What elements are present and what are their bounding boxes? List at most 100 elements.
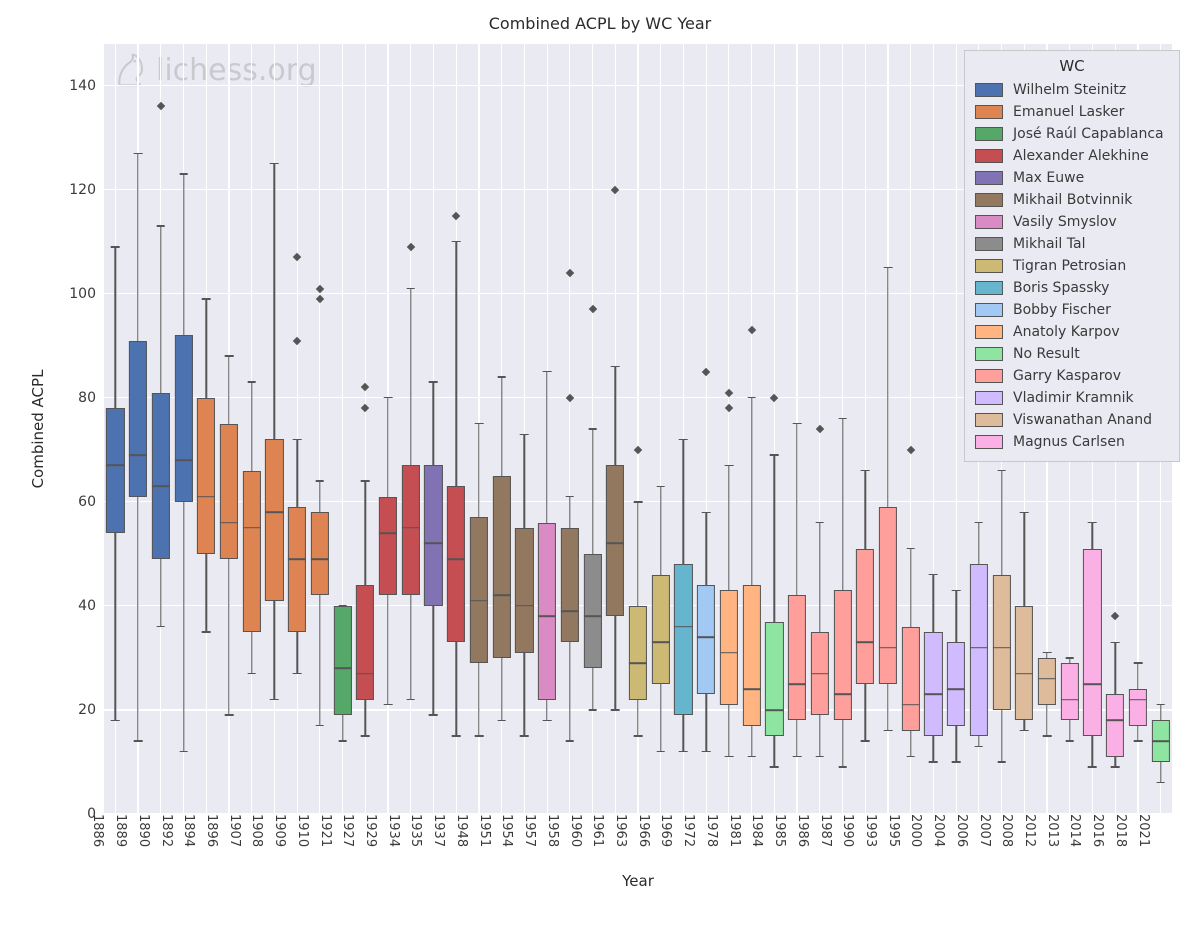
boxplot-1909	[286, 44, 309, 814]
x-tick-label: 2013	[1045, 814, 1066, 847]
legend-swatch	[975, 83, 1003, 97]
legend-item: Tigran Petrosian	[975, 255, 1169, 277]
x-tick-label: 1886	[90, 814, 111, 847]
legend-item: Boris Spassky	[975, 277, 1169, 299]
x-tick-label: 1894	[181, 814, 202, 847]
x-tick-label: 2008	[999, 814, 1020, 847]
x-tick-label: 1921	[318, 814, 339, 847]
x-tick-label: 1937	[431, 814, 452, 847]
legend-swatch	[975, 413, 1003, 427]
legend-label: No Result	[1013, 346, 1080, 362]
legend-label: Vasily Smyslov	[1013, 214, 1117, 230]
x-tick-label: 1909	[272, 814, 293, 847]
x-tick-label: 2004	[931, 814, 952, 847]
x-tick-label: 1969	[658, 814, 679, 847]
boxplot-1972	[695, 44, 718, 814]
boxplot-1993	[877, 44, 900, 814]
x-tick-label: 1907	[227, 814, 248, 847]
legend-swatch	[975, 149, 1003, 163]
boxplot-1927	[354, 44, 377, 814]
x-tick-label: 1958	[545, 814, 566, 847]
y-axis-label: Combined ACPL	[29, 370, 47, 489]
x-tick-label: 2016	[1090, 814, 1111, 847]
outlier	[407, 243, 415, 251]
boxplot-1995	[899, 44, 922, 814]
outlier	[316, 284, 324, 292]
x-tick-label: 1984	[749, 814, 770, 847]
legend-item: Viswanathan Anand	[975, 409, 1169, 431]
legend-item: Vasily Smyslov	[975, 211, 1169, 233]
x-tick-label: 1929	[363, 814, 384, 847]
boxplot-1935	[422, 44, 445, 814]
boxplot-1886	[104, 44, 127, 814]
legend-swatch	[975, 391, 1003, 405]
legend-swatch	[975, 171, 1003, 185]
boxplot-1957	[536, 44, 559, 814]
outlier	[770, 394, 778, 402]
legend-label: Vladimir Kramnik	[1013, 390, 1134, 406]
legend-items: Wilhelm SteinitzEmanuel LaskerJosé Raúl …	[975, 79, 1169, 453]
legend-item: Magnus Carlsen	[975, 431, 1169, 453]
legend-swatch	[975, 281, 1003, 295]
outlier	[816, 425, 824, 433]
boxplot-1929	[377, 44, 400, 814]
x-tick-label: 1978	[704, 814, 725, 847]
outlier	[725, 388, 733, 396]
boxplot-1987	[831, 44, 854, 814]
boxplot-1937	[445, 44, 468, 814]
x-tick-label: 1986	[795, 814, 816, 847]
x-tick-label: 1985	[772, 814, 793, 847]
legend-swatch	[975, 105, 1003, 119]
boxplot-1978	[718, 44, 741, 814]
legend-item: Anatoly Karpov	[975, 321, 1169, 343]
legend-swatch	[975, 369, 1003, 383]
x-tick-label: 1993	[863, 814, 884, 847]
x-tick-label: 1892	[159, 814, 180, 847]
outlier	[702, 368, 710, 376]
outlier	[361, 404, 369, 412]
outlier	[566, 269, 574, 277]
y-tick-label: 120	[69, 182, 104, 198]
boxplot-1961	[604, 44, 627, 814]
outlier	[588, 305, 596, 313]
legend-item: No Result	[975, 343, 1169, 365]
boxplot-1921	[331, 44, 354, 814]
boxplot-1981	[740, 44, 763, 814]
legend-label: Mikhail Tal	[1013, 236, 1085, 252]
legend-item: Mikhail Botvinnik	[975, 189, 1169, 211]
legend-item: Max Euwe	[975, 167, 1169, 189]
x-tick-label: 2018	[1113, 814, 1134, 847]
legend-swatch	[975, 237, 1003, 251]
x-tick-label: 1908	[249, 814, 270, 847]
x-tick-label: 1934	[386, 814, 407, 847]
boxplot-1958	[558, 44, 581, 814]
y-tick-label: 100	[69, 286, 104, 302]
x-tick-label: 1889	[113, 814, 134, 847]
x-tick-label: 1957	[522, 814, 543, 847]
legend-label: Mikhail Botvinnik	[1013, 192, 1132, 208]
legend-label: Boris Spassky	[1013, 280, 1109, 296]
legend-label: Wilhelm Steinitz	[1013, 82, 1126, 98]
legend-swatch	[975, 259, 1003, 273]
outlier	[725, 404, 733, 412]
boxplot-1934	[399, 44, 422, 814]
legend-swatch	[975, 435, 1003, 449]
boxplot-1894	[195, 44, 218, 814]
x-tick-label: 1972	[681, 814, 702, 847]
y-tick-label: 20	[78, 702, 104, 718]
legend: WC Wilhelm SteinitzEmanuel LaskerJosé Ra…	[964, 50, 1180, 462]
x-tick-label: 1890	[136, 814, 157, 847]
legend-swatch	[975, 347, 1003, 361]
legend-label: Viswanathan Anand	[1013, 412, 1152, 428]
boxplot-1960	[581, 44, 604, 814]
x-tick-label: 1963	[613, 814, 634, 847]
x-tick-label: 2007	[977, 814, 998, 847]
boxplot-1908	[263, 44, 286, 814]
outlier	[1111, 612, 1119, 620]
y-tick-label: 140	[69, 78, 104, 94]
x-tick-label: 2012	[1022, 814, 1043, 847]
boxplot-1986	[808, 44, 831, 814]
legend-item: Bobby Fischer	[975, 299, 1169, 321]
x-tick-label: 1987	[818, 814, 839, 847]
legend-item: Wilhelm Steinitz	[975, 79, 1169, 101]
